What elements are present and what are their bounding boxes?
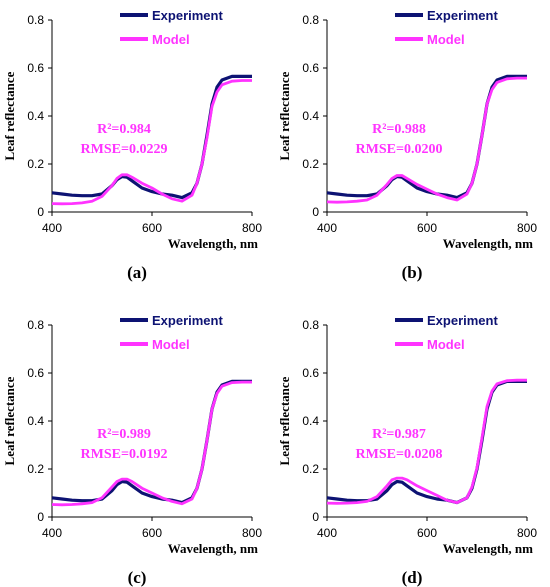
- x-axis-label: Wavelength, nm: [168, 541, 258, 556]
- legend-label: Model: [427, 32, 465, 47]
- y-tick-label: 0.6: [302, 366, 319, 380]
- y-tick-label: 0.6: [302, 61, 319, 75]
- y-tick-label: 0.8: [302, 13, 319, 27]
- y-tick-label: 0.8: [27, 13, 44, 27]
- y-tick-label: 0.4: [27, 414, 44, 428]
- x-tick-label: 800: [242, 221, 262, 235]
- legend-label: Experiment: [152, 8, 223, 23]
- y-tick-label: 0.2: [27, 157, 44, 171]
- series-line-experiment: [51, 74, 252, 200]
- legend-label: Experiment: [152, 313, 223, 328]
- y-tick-label: 0.2: [302, 157, 319, 171]
- y-axis-label: Leaf reflectance: [277, 376, 292, 465]
- x-tick-label: 600: [142, 221, 162, 235]
- y-axis-label: Leaf reflectance: [2, 71, 17, 160]
- y-axis-label: Leaf reflectance: [2, 376, 17, 465]
- y-tick-label: 0.8: [27, 318, 44, 332]
- x-tick-label: 800: [242, 526, 262, 540]
- legend-label: Model: [152, 337, 190, 352]
- y-tick-label: 0.2: [302, 462, 319, 476]
- series-line-experiment: [326, 74, 527, 200]
- r2-annotation: R²=0.987: [372, 427, 426, 442]
- x-tick-label: 800: [517, 526, 537, 540]
- y-tick-label: 0.2: [27, 462, 44, 476]
- x-axis-label: Wavelength, nm: [443, 541, 533, 556]
- y-tick-label: 0: [37, 510, 44, 524]
- series-line-experiment: [51, 379, 252, 505]
- y-tick-label: 0.6: [27, 61, 44, 75]
- r2-annotation: R²=0.989: [97, 427, 151, 442]
- x-tick-label: 600: [142, 526, 162, 540]
- x-tick-label: 400: [317, 221, 337, 235]
- x-axis-label: Wavelength, nm: [168, 236, 258, 251]
- series-line-model: [326, 76, 527, 204]
- panel-label: (a): [127, 263, 147, 282]
- y-tick-label: 0.6: [27, 366, 44, 380]
- y-tick-label: 0.4: [302, 414, 319, 428]
- series-line-model: [51, 380, 252, 507]
- panel-label: (b): [402, 263, 423, 282]
- panel-label: (d): [402, 568, 423, 587]
- r2-annotation: R²=0.984: [97, 122, 151, 137]
- x-tick-label: 600: [417, 526, 437, 540]
- rmse-annotation: RMSE=0.0192: [81, 447, 168, 462]
- x-tick-label: 600: [417, 221, 437, 235]
- y-tick-label: 0: [37, 205, 44, 219]
- r2-annotation: R²=0.988: [372, 122, 426, 137]
- y-axis-label: Leaf reflectance: [277, 71, 292, 160]
- series-line-model: [51, 79, 252, 206]
- y-tick-label: 0.8: [302, 318, 319, 332]
- y-tick-label: 0: [312, 510, 319, 524]
- x-tick-label: 400: [42, 221, 62, 235]
- x-tick-label: 400: [317, 526, 337, 540]
- y-tick-label: 0: [312, 205, 319, 219]
- rmse-annotation: RMSE=0.0200: [356, 142, 443, 157]
- y-tick-label: 0.4: [27, 109, 44, 123]
- legend-label: Experiment: [427, 313, 498, 328]
- rmse-annotation: RMSE=0.0208: [356, 447, 443, 462]
- x-axis-label: Wavelength, nm: [443, 236, 533, 251]
- x-tick-label: 400: [42, 526, 62, 540]
- y-tick-label: 0.4: [302, 109, 319, 123]
- rmse-annotation: RMSE=0.0229: [81, 142, 168, 157]
- panel-label: (c): [128, 568, 147, 587]
- series-line-model: [326, 378, 527, 505]
- legend-label: Model: [427, 337, 465, 352]
- series-line-experiment: [326, 379, 527, 505]
- legend-label: Experiment: [427, 8, 498, 23]
- legend-label: Model: [152, 32, 190, 47]
- x-tick-label: 800: [517, 221, 537, 235]
